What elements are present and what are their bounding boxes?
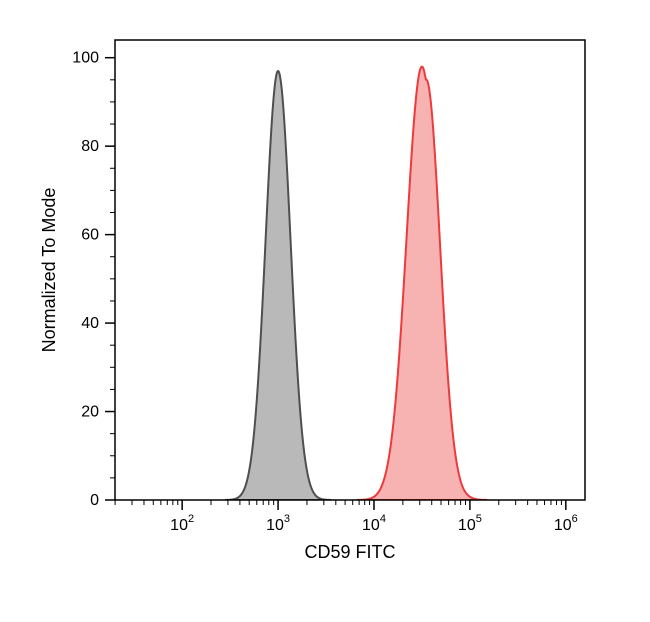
y-tick-label: 20 — [81, 404, 99, 421]
y-tick-label: 80 — [81, 138, 99, 155]
flow-cytometry-histogram: 0 20 40 60 80 100 102 103 104 105 106 Normalized T… — [0, 0, 650, 622]
y-tick-label: 60 — [81, 227, 99, 244]
y-axis-label: Normalized To Mode — [39, 188, 59, 353]
y-tick-label: 40 — [81, 315, 99, 332]
x-axis-label: CD59 FITC — [304, 542, 395, 562]
x-tick-label: 103 — [266, 513, 290, 534]
y-tick-label: 0 — [90, 492, 99, 509]
histogram-control — [226, 71, 331, 500]
axes-group: 0 20 40 60 80 100 102 103 104 105 106 — [72, 40, 585, 534]
x-tick-label: 104 — [362, 513, 386, 534]
histogram-cd59 — [357, 67, 486, 500]
x-tick-label: 102 — [170, 513, 194, 534]
x-tick-label: 106 — [554, 513, 578, 534]
plot-border — [115, 40, 585, 500]
chart-svg: 0 20 40 60 80 100 102 103 104 105 106 Normalized T… — [0, 0, 650, 622]
series-group — [115, 67, 585, 500]
x-tick-label: 105 — [458, 513, 482, 534]
y-tick-label: 100 — [72, 50, 99, 67]
